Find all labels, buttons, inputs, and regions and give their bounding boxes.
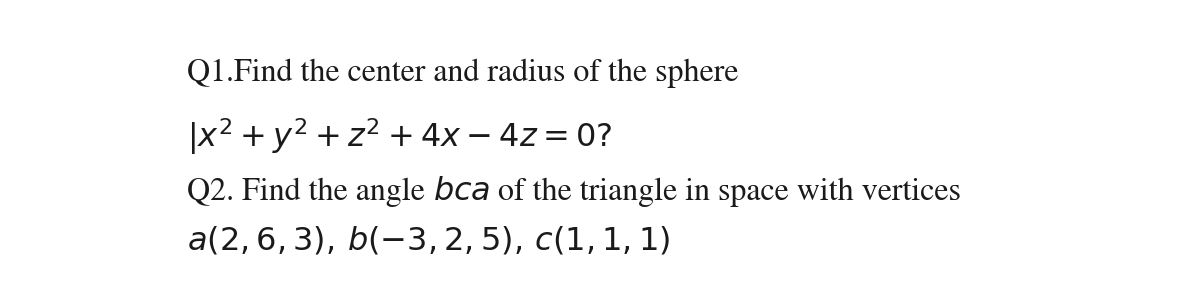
Text: Q2. Find the angle: Q2. Find the angle xyxy=(187,178,433,207)
Text: of the triangle in space with vertices: of the triangle in space with vertices xyxy=(491,178,961,207)
Text: Q1.Find the center and radius of the sphere: Q1.Find the center and radius of the sph… xyxy=(187,59,739,88)
Text: $|x^2 + y^2 + z^2 + 4x - 4z = 0?$: $|x^2 + y^2 + z^2 + 4x - 4z = 0?$ xyxy=(187,116,612,156)
Text: $a(2,6,3),\, b(-3,2,5),\, c(1,1,1)$: $a(2,6,3),\, b(-3,2,5),\, c(1,1,1)$ xyxy=(187,225,671,256)
Text: $bca$: $bca$ xyxy=(433,178,491,207)
